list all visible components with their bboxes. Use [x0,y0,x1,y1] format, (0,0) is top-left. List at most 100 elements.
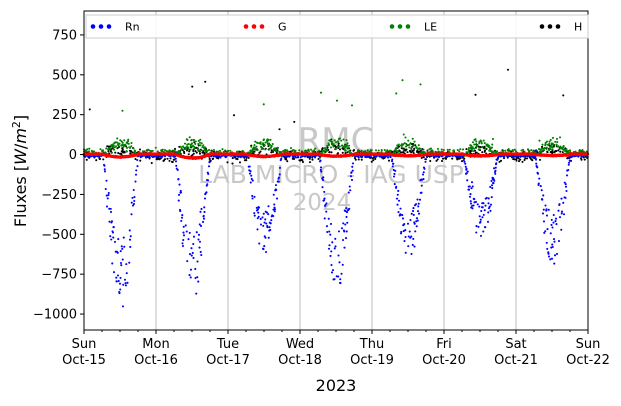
watermark-line-3: 2024 [293,190,352,216]
point-Rn [198,240,202,243]
point-H [198,152,202,155]
point-Rn [395,197,399,200]
point-Rn [542,208,545,211]
legend-entry-G: G [243,21,287,34]
point-LE [345,139,348,142]
point-LE [314,147,317,150]
point-LE [413,140,416,143]
point-Rn [323,217,326,220]
point-Rn [340,272,343,275]
point-Rn [280,157,283,160]
point-H [402,151,405,154]
point-LE [472,150,475,153]
legend-marker-G [243,24,249,29]
point-LE [268,148,271,151]
point-LE [128,146,132,149]
point-H [194,150,197,153]
point-Rn [345,207,348,210]
point-LE [85,150,88,153]
point-Rn [253,212,256,215]
legend-label-G: G [278,21,287,34]
x-tick-date-7: Oct-22 [566,353,610,368]
point-H [353,157,357,160]
point-Rn [488,205,491,208]
point-LE [502,149,505,152]
point-LE [386,149,389,152]
point-Rn [128,261,131,264]
point-H [245,156,248,160]
point-H [387,159,391,162]
point-Rn [474,200,478,203]
point-H [551,149,554,152]
point-H [525,157,529,160]
x-tick-date-4: Oct-19 [350,353,394,368]
point-LE [471,141,475,144]
point-Rn [134,173,138,176]
point-Rn [337,230,341,233]
point-Rn [415,225,418,228]
point-LE [105,147,108,150]
point-Rn [567,163,570,166]
point-Rn [347,191,350,194]
point-LE [319,91,323,94]
point-LE [190,138,193,142]
point-Rn [537,182,540,185]
point-H [352,148,356,152]
point-LE [276,146,280,149]
point-Rn [555,223,558,226]
point-Rn [416,210,420,213]
point-LE [190,142,194,145]
point-Rn [264,236,267,239]
point-Rn [331,241,334,244]
point-Rn [288,155,291,158]
point-LE [218,149,222,152]
point-Rn [330,250,333,253]
legend-label-LE: LE [424,21,437,34]
point-Rn [338,261,341,264]
legend-marker-Rn [98,24,104,29]
point-LE [318,149,321,152]
point-H [98,157,102,160]
point-Rn [257,211,260,214]
point-LE [109,147,112,150]
point-LE [357,149,361,152]
point-LE [475,140,478,143]
point-Rn [538,177,541,180]
point-LE [542,149,546,152]
point-H [166,157,169,160]
point-LE [404,145,408,148]
point-LE [206,149,209,153]
point-LE [562,148,565,151]
point-LE [114,145,118,148]
point-LE [472,147,476,150]
point-H [354,158,357,161]
point-Rn [546,247,549,250]
point-Rn [327,247,331,250]
point-Rn [202,217,206,220]
point-H [286,160,289,163]
point-H [187,153,190,156]
point-Rn [553,254,557,257]
point-Rn [482,202,485,205]
point-H [483,145,486,148]
point-Rn [136,165,139,168]
point-LE [513,148,516,151]
point-LE [409,142,412,145]
point-Rn [473,198,476,201]
point-Rn [424,158,427,161]
point-Rn [116,251,119,254]
point-H [301,160,305,164]
point-Rn [106,197,109,200]
point-H [546,151,549,154]
point-Rn [490,179,493,183]
point-H [435,159,438,162]
point-Rn [487,202,490,205]
point-Rn [468,185,471,188]
point-H [326,146,329,149]
point-Rn [339,282,342,285]
point-Rn [479,234,483,237]
point-Rn [351,165,354,168]
point-Rn [267,205,270,208]
